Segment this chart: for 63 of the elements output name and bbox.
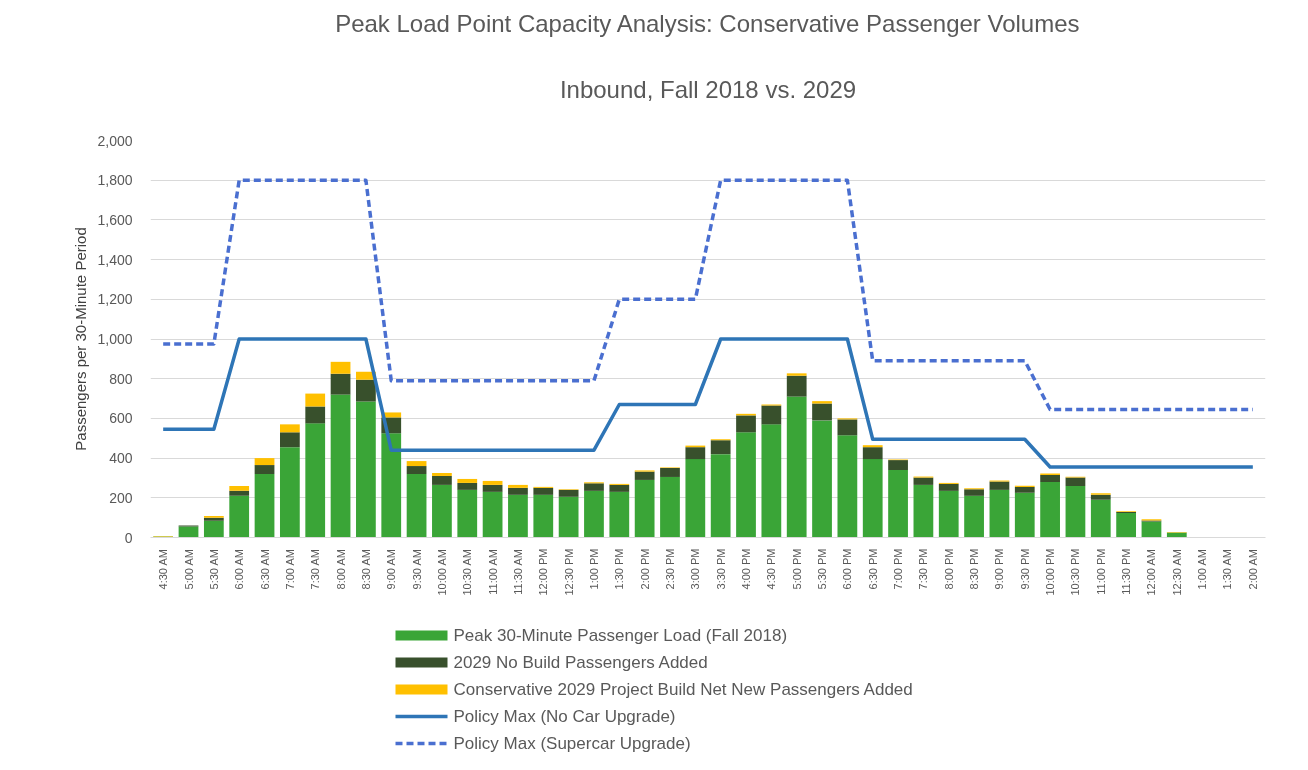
x-tick-label: 3:00 PM [689, 548, 702, 590]
x-tick-label: 9:00 AM [385, 549, 398, 590]
y-tick-label: 800 [109, 370, 133, 387]
x-tick-label: 10:00 AM [435, 549, 448, 596]
x-tick-label: 6:30 AM [258, 549, 271, 590]
legend-label: Conservative 2029 Project Build Net New Passengers Added [453, 680, 913, 699]
y-tick-label: 400 [109, 450, 133, 467]
x-tick-label: 2:00 PM [638, 548, 651, 590]
y-tick-label: 1,400 [97, 251, 133, 268]
x-tick-label: 7:30 AM [309, 549, 322, 590]
x-tick-label: 10:00 PM [1044, 548, 1057, 596]
y-tick-label: 2,000 [97, 132, 133, 149]
x-tick-label: 11:00 AM [486, 549, 499, 595]
x-tick-label: 1:00 AM [1196, 549, 1209, 590]
x-tick-label: 7:00 PM [892, 548, 905, 590]
x-tick-label: 11:30 AM [511, 549, 524, 595]
x-tick-label: 12:00 PM [537, 548, 550, 596]
legend-label: Peak 30-Minute Passenger Load (Fall 2018) [453, 626, 788, 645]
x-tick-label: 5:30 AM [207, 549, 220, 590]
x-tick-label: 7:30 PM [917, 548, 930, 590]
x-tick-label: 1:30 PM [613, 548, 626, 590]
x-tick-label: 5:00 PM [790, 548, 803, 590]
x-tick-label: 10:30 PM [1069, 548, 1082, 596]
y-tick-label: 600 [109, 410, 133, 427]
y-tick-label: 1,600 [97, 211, 133, 228]
y-tick-label: 1,000 [97, 331, 133, 347]
x-tick-label: 2:30 PM [663, 548, 676, 590]
x-tick-label: 10:30 AM [461, 549, 474, 596]
x-tick-label: 12:00 AM [1145, 549, 1158, 596]
x-tick-label: 12:30 PM [562, 548, 575, 596]
x-tick-label: 11:00 PM [1094, 548, 1107, 595]
x-tick-label: 8:30 PM [968, 548, 981, 590]
x-tick-label: 7:00 AM [283, 549, 296, 590]
x-tick-label: 8:30 AM [359, 549, 372, 590]
x-tick-label: 8:00 PM [942, 548, 955, 590]
y-tick-label: 1,800 [97, 172, 133, 189]
x-tick-label: 12:30 AM [1170, 549, 1183, 596]
x-tick-label: 3:30 PM [714, 548, 727, 590]
x-tick-label: 1:30 AM [1221, 549, 1234, 590]
x-tick-label: 6:00 PM [841, 548, 854, 590]
x-tick-label: 5:30 PM [816, 548, 829, 590]
y-tick-label: 200 [109, 489, 133, 506]
x-tick-label: 4:30 PM [765, 548, 778, 590]
y-tick-label: 1,200 [97, 291, 133, 308]
x-tick-label: 9:00 PM [993, 548, 1006, 590]
legend-label: 2029 No Build Passengers Added [453, 653, 708, 672]
x-tick-label: 6:30 PM [866, 548, 879, 590]
x-tick-label: 4:00 PM [740, 548, 753, 590]
legend-label: Policy Max (Supercar Upgrade) [453, 734, 691, 753]
x-tick-label: 6:00 AM [233, 549, 246, 590]
x-tick-label: 5:00 AM [182, 549, 195, 590]
x-tick-label: 9:30 PM [1018, 548, 1031, 590]
y-axis-title: Passengers per 30-Minute Period [72, 227, 90, 451]
legend-label: Policy Max (No Car Upgrade) [453, 707, 676, 726]
chart-title: Peak Load Point Capacity Analysis: Conservative Passenger Volumes [335, 9, 1080, 37]
x-tick-label: 11:30 PM [1120, 548, 1133, 595]
chart-subtitle: Inbound, Fall 2018 vs. 2029 [559, 76, 857, 103]
x-tick-label: 8:00 AM [334, 549, 347, 590]
x-tick-label: 9:30 AM [410, 549, 423, 590]
x-tick-label: 1:00 PM [587, 548, 600, 590]
y-tick-label: 0 [124, 529, 133, 546]
x-tick-label: 2:00 AM [1246, 549, 1259, 590]
x-tick-label: 4:30 AM [157, 549, 170, 590]
